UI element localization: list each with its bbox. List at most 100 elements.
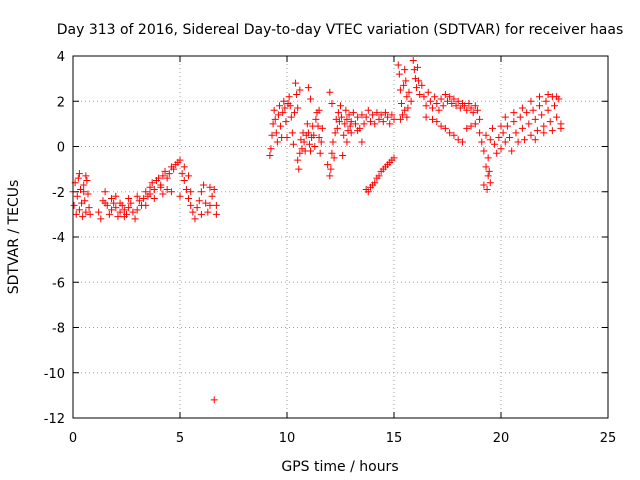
data-point — [212, 210, 220, 218]
data-point — [85, 204, 93, 212]
data-point — [187, 201, 195, 209]
data-point — [73, 192, 81, 200]
data-point — [310, 131, 318, 139]
data-point — [150, 195, 158, 203]
data-point — [401, 106, 409, 114]
data-point — [105, 210, 113, 218]
data-point — [197, 210, 205, 218]
data-point — [482, 163, 490, 171]
data-point — [112, 204, 120, 212]
data-point — [354, 113, 362, 121]
data-point — [328, 100, 336, 108]
data-point — [330, 154, 338, 162]
data-point — [521, 136, 529, 144]
data-point — [373, 109, 381, 117]
data-point — [444, 97, 451, 105]
data-point — [544, 106, 552, 114]
data-point — [189, 208, 197, 216]
data-point — [288, 129, 296, 137]
data-point — [384, 113, 392, 121]
data-point — [120, 206, 128, 214]
data-point — [185, 195, 193, 203]
data-point — [437, 122, 445, 130]
data-point — [342, 106, 350, 114]
data-point — [290, 109, 298, 117]
data-point — [146, 183, 154, 191]
data-point — [412, 84, 420, 92]
data-point — [125, 204, 133, 212]
data-point — [317, 138, 325, 146]
chart-title: Day 313 of 2016, Sidereal Day-to-day VTE… — [57, 22, 624, 38]
data-point — [542, 97, 550, 105]
data-point — [347, 129, 355, 137]
data-point — [83, 176, 91, 184]
data-point — [473, 106, 481, 114]
data-point — [114, 213, 122, 221]
data-point — [101, 188, 109, 196]
data-point — [318, 124, 326, 132]
data-point — [491, 140, 499, 148]
data-point — [268, 131, 276, 139]
data-point — [266, 152, 274, 160]
data-point — [396, 86, 404, 94]
data-point — [495, 133, 503, 141]
y-tick-label: -2 — [52, 186, 65, 201]
data-point — [304, 84, 312, 92]
data-point — [206, 201, 214, 209]
data-point — [480, 181, 488, 189]
data-point — [281, 104, 289, 112]
data-point — [437, 95, 445, 103]
data-point — [409, 57, 417, 65]
data-point — [294, 156, 302, 164]
data-point — [334, 109, 342, 117]
data-point — [422, 113, 430, 121]
data-point — [429, 104, 437, 112]
data-point — [101, 199, 109, 207]
data-point — [296, 149, 304, 157]
data-point — [185, 172, 193, 180]
data-point — [75, 206, 83, 214]
data-point — [422, 102, 430, 110]
data-point — [274, 111, 282, 119]
data-point — [338, 113, 346, 121]
data-point — [286, 102, 294, 110]
data-point — [142, 201, 150, 209]
data-point — [191, 215, 199, 223]
data-point — [157, 183, 165, 191]
data-point — [484, 172, 492, 180]
y-tick-label: -4 — [52, 231, 65, 246]
data-point — [314, 122, 322, 130]
data-point — [86, 210, 94, 218]
data-point — [176, 192, 184, 200]
data-point — [347, 118, 355, 126]
data-point — [337, 102, 344, 110]
data-point — [497, 122, 505, 130]
data-point — [518, 124, 526, 132]
data-point — [312, 115, 320, 123]
data-point — [516, 113, 524, 121]
data-point — [484, 154, 492, 162]
data-point — [208, 192, 216, 200]
data-point — [125, 195, 133, 203]
data-point — [400, 81, 408, 89]
x-tick-label: 0 — [69, 431, 77, 446]
data-point — [450, 95, 458, 103]
data-point — [187, 188, 195, 196]
data-point — [458, 138, 466, 146]
data-point — [354, 127, 362, 135]
data-point — [146, 190, 154, 198]
data-point — [159, 190, 167, 198]
data-point — [346, 122, 354, 130]
data-point — [369, 111, 377, 119]
data-point — [296, 86, 304, 94]
data-point — [551, 102, 558, 110]
data-point — [343, 138, 351, 146]
data-point — [270, 106, 278, 114]
data-point — [82, 172, 90, 180]
data-point — [287, 113, 295, 121]
data-point — [452, 102, 460, 110]
data-point — [81, 197, 89, 205]
data-point — [450, 131, 458, 139]
data-point — [371, 179, 379, 187]
data-point — [79, 213, 87, 221]
